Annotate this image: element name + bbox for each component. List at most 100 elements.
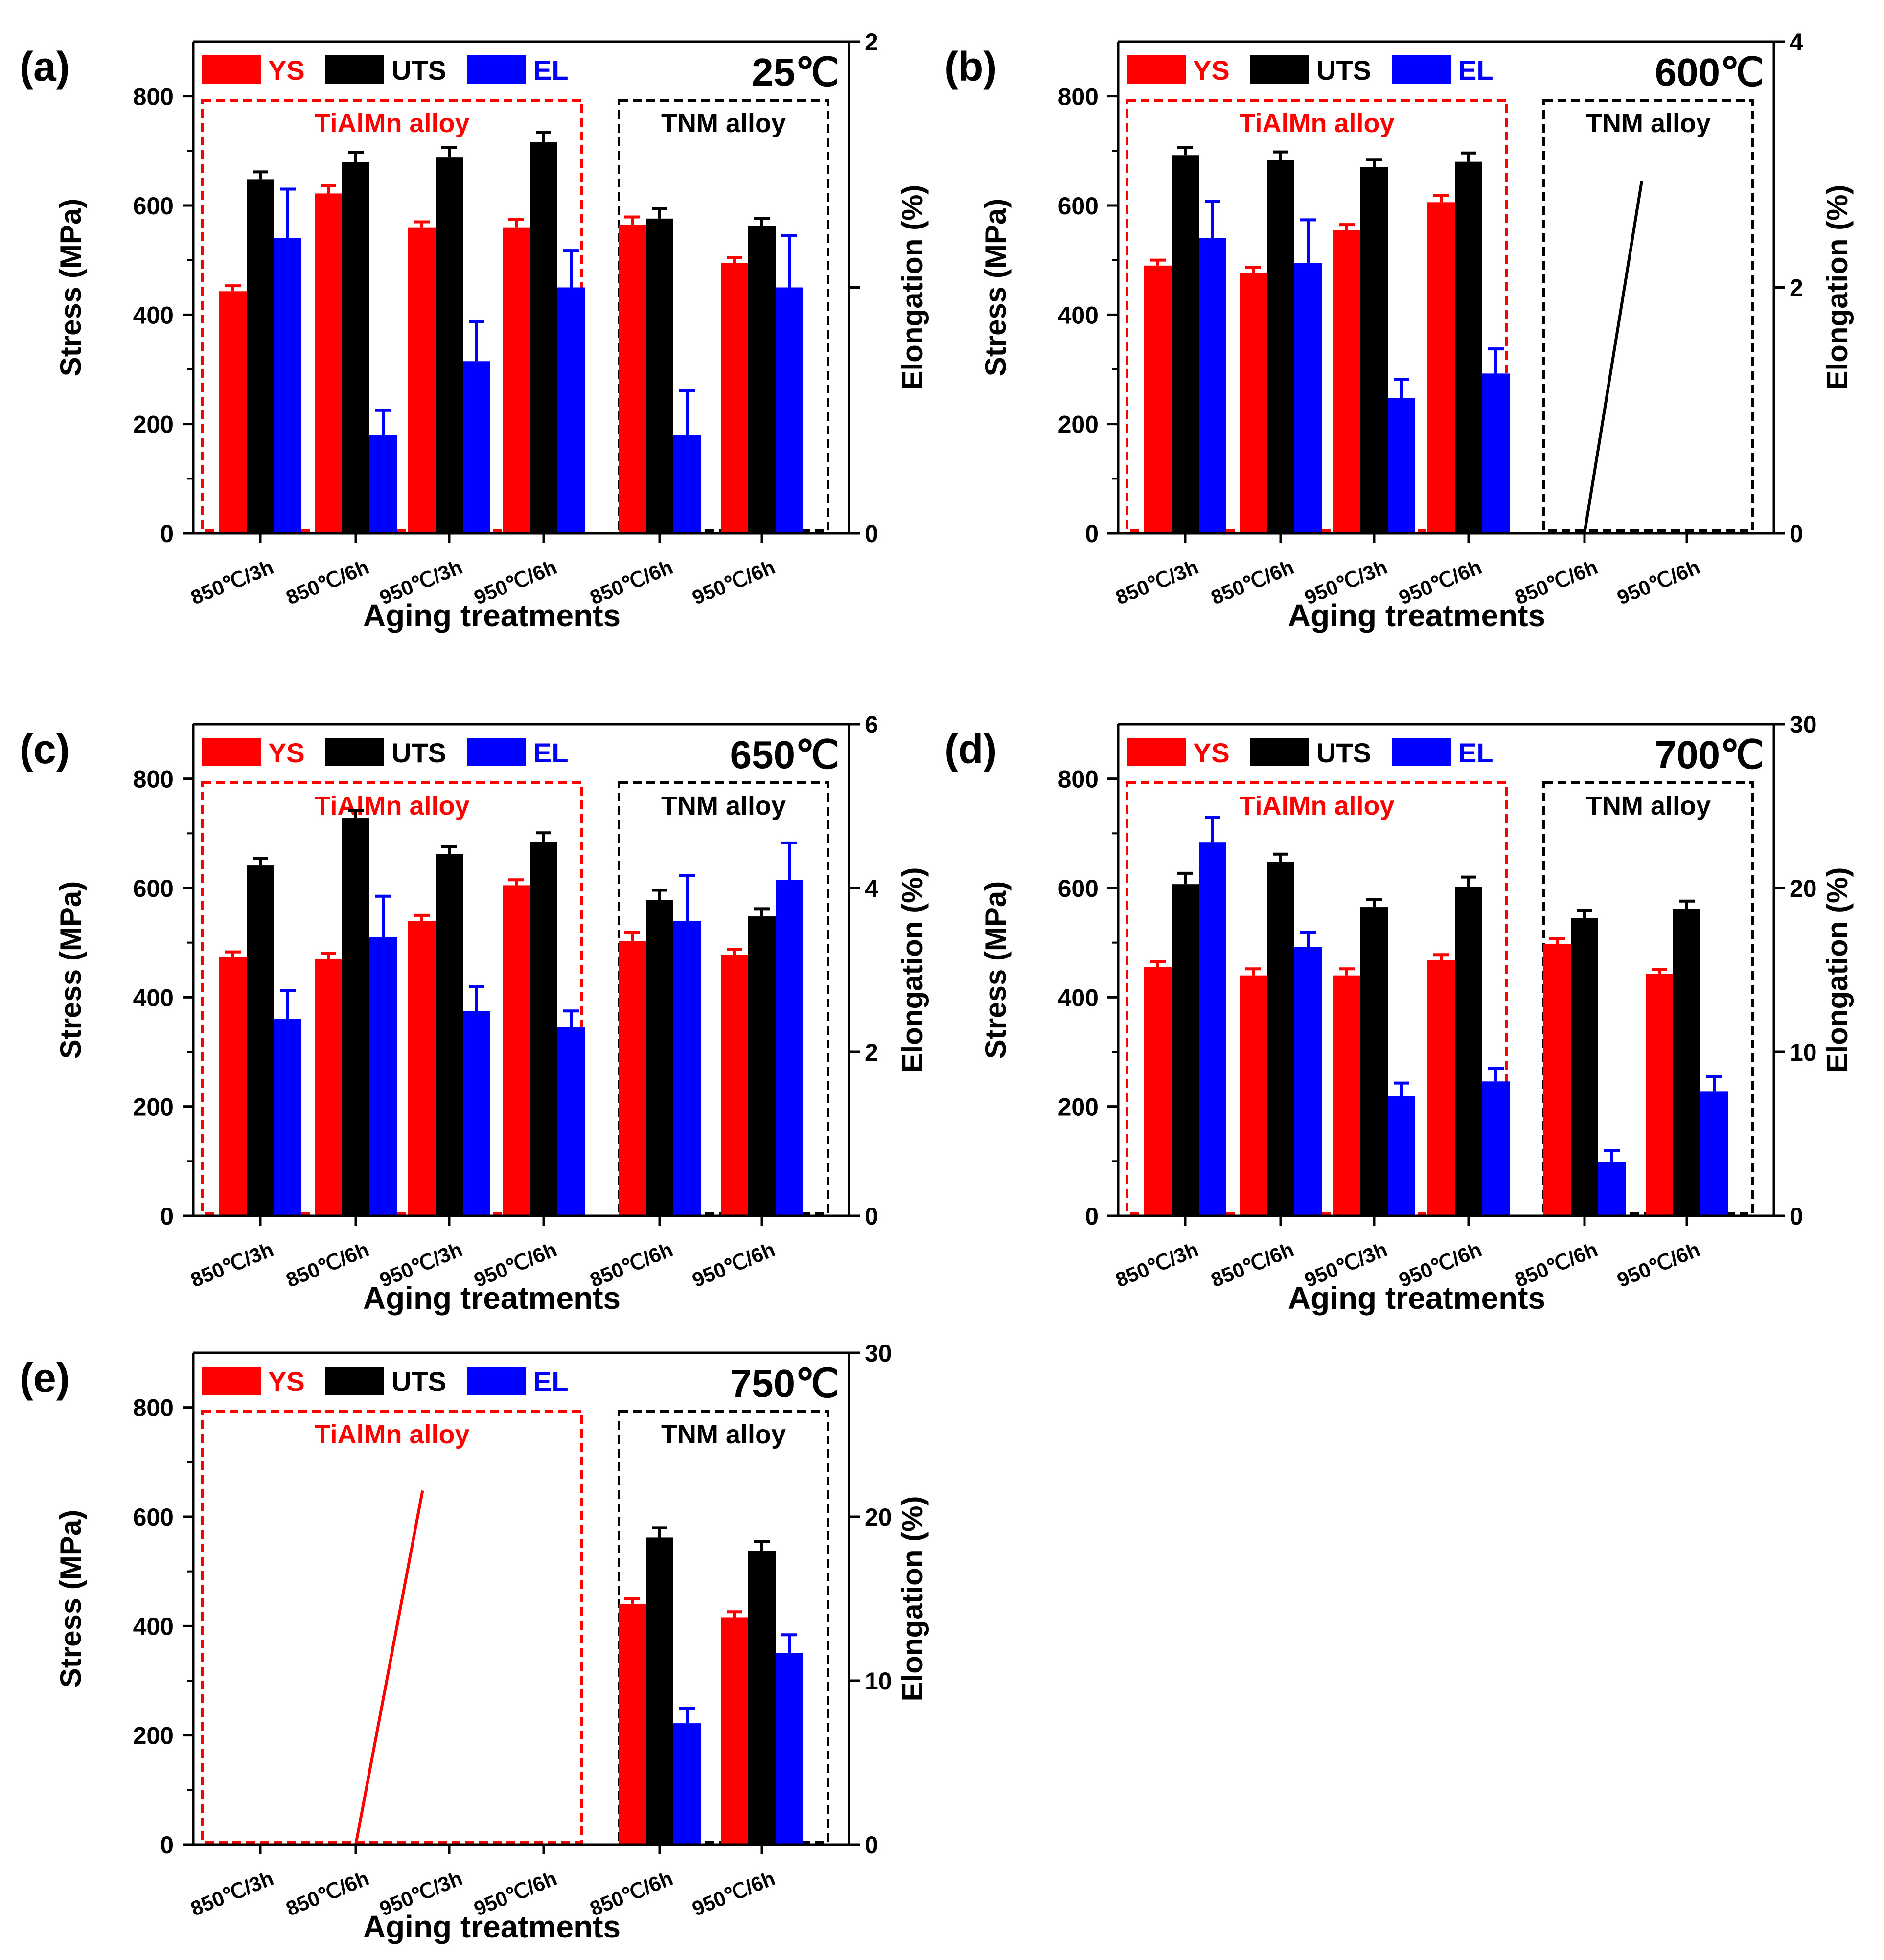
bar-ys	[1240, 273, 1267, 533]
bar-el	[369, 435, 397, 533]
x-tick-label: 950℃/6h	[689, 1867, 779, 1920]
bar-uts	[1172, 884, 1199, 1216]
bar-el	[673, 435, 701, 533]
legend-label-ys: YS	[1193, 55, 1230, 86]
x-tick-label: 850℃/3h	[1112, 555, 1202, 609]
temperature-label: 700℃	[1655, 733, 1764, 776]
legend-swatch-ys	[202, 1367, 261, 1395]
y2-tick-label: 2	[865, 1039, 878, 1066]
y-tick-label: 0	[1085, 1203, 1099, 1230]
bar-el	[1199, 238, 1226, 533]
bar-ys	[1427, 202, 1455, 533]
legend-swatch-ys	[202, 738, 261, 766]
panel-label: (d)	[944, 726, 997, 772]
y2-tick-label: 0	[865, 520, 878, 547]
group-label: TiAlMn alloy	[1239, 791, 1394, 820]
x-tick-label: 950℃/6h	[1614, 555, 1703, 609]
bar-uts	[1360, 167, 1388, 533]
x-tick-label: 850℃/3h	[187, 1867, 277, 1920]
temperature-label: 650℃	[730, 733, 839, 776]
bar-ys	[721, 955, 748, 1216]
y-axis-title: Stress (MPa)	[979, 881, 1012, 1059]
y-tick-label: 400	[1058, 984, 1099, 1011]
panel-2: (c) TiAlMn alloy TNM alloy 0 200 400 600 800 0 2 4…	[20, 711, 929, 1316]
legend-swatch-ys	[1127, 55, 1186, 84]
bar-el	[1700, 1091, 1728, 1216]
y-tick-label: 400	[1058, 301, 1099, 329]
legend-label-ys: YS	[1193, 737, 1230, 768]
panel-4: (e) TiAlMn alloy TNM alloy 0 200 400 600 800 0 10…	[20, 1340, 929, 1944]
y-tick-label: 0	[160, 520, 174, 547]
y2-axis-title: Elongation (%)	[896, 867, 929, 1073]
bar-ys	[1543, 944, 1571, 1216]
bar-ys	[721, 1617, 748, 1845]
y-tick-label: 200	[1058, 1094, 1099, 1121]
bar-uts	[1267, 160, 1294, 533]
y-tick-label: 0	[160, 1831, 174, 1859]
legend-label-el: EL	[1458, 55, 1493, 86]
legend-label-uts: UTS	[391, 1366, 446, 1397]
y-tick-label: 200	[133, 1094, 174, 1121]
x-tick-label: 850℃/3h	[187, 555, 277, 609]
y2-tick-label: 4	[1790, 28, 1803, 56]
y2-tick-label: 4	[865, 875, 878, 902]
y-tick-label: 800	[1058, 83, 1099, 111]
bar-uts	[748, 916, 776, 1216]
bar-uts	[1673, 909, 1700, 1216]
panel-label: (c)	[20, 726, 70, 772]
group-label: TiAlMn alloy	[314, 791, 469, 820]
y2-tick-label: 30	[1790, 711, 1817, 738]
y2-tick-label: 30	[865, 1340, 892, 1367]
bar-el	[1482, 373, 1510, 533]
bar-uts	[247, 179, 274, 533]
bar-ys	[408, 227, 436, 534]
legend-swatch-el	[467, 738, 526, 766]
group-label: TNM alloy	[661, 1420, 786, 1449]
legend-swatch-el	[1392, 55, 1451, 84]
bar-uts	[1455, 887, 1482, 1216]
bar-ys	[219, 957, 247, 1216]
bar-ys	[619, 225, 646, 533]
bar-el	[776, 880, 803, 1216]
bar-el	[1482, 1081, 1510, 1216]
group-label: TiAlMn alloy	[314, 109, 469, 138]
bar-el	[776, 1653, 803, 1845]
temperature-label: 750℃	[730, 1362, 839, 1405]
legend-swatch-ys	[202, 55, 261, 84]
y-tick-label: 800	[133, 766, 174, 793]
group-label: TNM alloy	[661, 109, 786, 138]
x-tick-label: 850℃/6h	[283, 1238, 372, 1292]
bar-uts	[342, 162, 369, 534]
bar-ys	[1144, 967, 1172, 1216]
y2-tick-label: 20	[1790, 875, 1817, 902]
bar-uts	[646, 218, 673, 533]
legend-swatch-el	[467, 1367, 526, 1395]
bar-el	[673, 921, 701, 1216]
y-tick-label: 600	[133, 875, 174, 902]
bar-uts	[1455, 161, 1482, 533]
bar-ys	[408, 921, 436, 1216]
x-axis-title: Aging treatments	[1288, 598, 1545, 633]
bar-el	[1388, 1096, 1415, 1216]
annotation-line	[354, 1490, 424, 1845]
bar-uts	[530, 142, 557, 533]
y2-axis-title: Elongation (%)	[1821, 867, 1854, 1073]
y-tick-label: 200	[1058, 411, 1099, 438]
bar-ys	[503, 227, 530, 534]
bar-uts	[436, 157, 463, 533]
y2-tick-label: 0	[1790, 1203, 1803, 1230]
bar-el	[673, 1723, 701, 1845]
panel-label: (b)	[944, 44, 997, 90]
y-tick-label: 800	[133, 83, 174, 111]
y-tick-label: 600	[133, 1504, 174, 1531]
bar-uts	[1360, 907, 1388, 1216]
y-axis-title: Stress (MPa)	[54, 1510, 87, 1687]
y2-tick-label: 2	[1790, 274, 1803, 302]
bar-uts	[247, 865, 274, 1216]
legend-label-ys: YS	[268, 737, 305, 768]
group-label: TNM alloy	[1586, 109, 1711, 138]
bar-ys	[1333, 230, 1360, 533]
y-axis-title: Stress (MPa)	[54, 199, 87, 376]
